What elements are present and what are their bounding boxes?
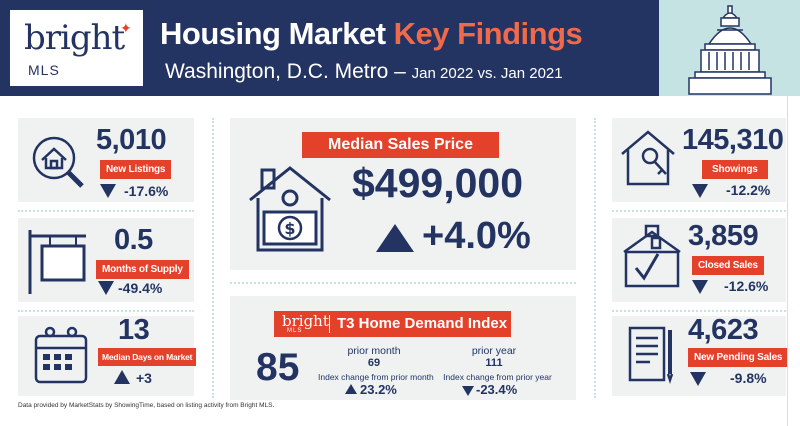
calendar-icon — [34, 326, 88, 384]
down-arrow-icon — [100, 184, 116, 198]
sign-post-icon — [28, 230, 86, 294]
showings-value: 145,310 — [682, 124, 784, 156]
divider — [612, 310, 786, 312]
down-arrow-icon — [692, 280, 708, 294]
days-on-market-change: +3 — [136, 370, 152, 386]
closed-sales-value: 3,859 — [688, 220, 759, 252]
t3-prior-year-change: -23.4% — [476, 382, 518, 397]
median-price-value: $499,000 — [352, 160, 524, 206]
t3-prior-year-value: 111 — [485, 357, 503, 369]
page-edge — [787, 96, 800, 426]
closed-sales-change: -12.6% — [724, 278, 769, 294]
house-money-icon: $ — [249, 166, 331, 252]
title-accent: Key Findings — [393, 16, 583, 51]
house-magnifier-icon — [32, 136, 84, 188]
down-arrow-icon — [98, 281, 114, 295]
stat-panel-closed-sales: 3,859 Closed Sales -12.6% — [612, 218, 786, 302]
t3-separator — [329, 315, 330, 333]
t3-title-badge: bright MLS T3 Home Demand Index — [274, 311, 511, 337]
divider — [230, 282, 576, 284]
new-listings-label: New Listings — [100, 160, 172, 179]
logo-word: bright — [24, 18, 125, 58]
stat-panel-days-on-market: 13 Median Days on Market +3 — [18, 314, 197, 396]
days-on-market-value: 13 — [118, 314, 150, 346]
subtitle-region: Washington, D.C. Metro – — [165, 60, 412, 83]
divider — [594, 118, 596, 398]
pending-sales-label: New Pending Sales — [688, 348, 789, 367]
t3-prior-month-label: prior month — [347, 345, 401, 357]
house-check-icon — [623, 224, 681, 288]
t3-prior-year-label: prior year — [471, 345, 517, 357]
title-main: Housing Market — [160, 16, 394, 51]
bright-mls-logo: bright ✦ MLS — [10, 10, 143, 86]
divider — [212, 118, 214, 398]
median-price-change: +4.0% — [422, 215, 531, 257]
svg-text:$: $ — [284, 219, 295, 238]
months-supply-label: Months of Supply — [96, 260, 189, 279]
t3-prior-month-change-label: Index change from prior month — [318, 372, 434, 382]
page-subtitle: Washington, D.C. Metro – Jan 2022 vs. Ja… — [165, 60, 563, 84]
t3-brand-sub: MLS — [287, 328, 303, 334]
months-supply-change: -49.4% — [118, 280, 163, 296]
new-listings-value: 5,010 — [96, 124, 167, 156]
t3-prior-year-change-label: Index change from prior year — [443, 372, 552, 382]
subtitle-date: Jan 2022 vs. Jan 2021 — [411, 65, 563, 82]
t3-index-value: 85 — [256, 346, 300, 389]
t3-prior-month-change: 23.2% — [360, 382, 397, 397]
t3-title: T3 Home Demand Index — [337, 315, 508, 332]
t3-prior-month-value: 69 — [367, 357, 381, 369]
divider — [18, 210, 194, 212]
house-key-icon — [621, 130, 675, 186]
capitol-panel — [659, 0, 800, 96]
stat-panel-showings: 145,310 Showings -12.2% — [612, 118, 786, 202]
closed-sales-label: Closed Sales — [692, 256, 764, 275]
stat-panel-months-supply: 0.5 Months of Supply -49.4% — [18, 218, 194, 302]
pending-sales-value: 4,623 — [688, 314, 759, 346]
showings-label: Showings — [702, 160, 768, 179]
divider — [18, 310, 194, 312]
down-arrow-icon — [462, 386, 474, 396]
footnote: Data provided by MarketStats by ShowingT… — [18, 402, 275, 409]
up-arrow-icon — [114, 370, 130, 384]
showings-change: -12.2% — [726, 182, 771, 198]
document-pen-icon — [628, 326, 674, 384]
page-title: Housing Market Key Findings — [160, 16, 583, 52]
t3-brand-word: bright — [282, 312, 329, 330]
median-price-label: Median Sales Price — [302, 132, 499, 158]
header-banner: bright ✦ MLS Housing Market Key Findings… — [0, 0, 800, 96]
new-listings-change: -17.6% — [124, 183, 169, 199]
capitol-icon — [688, 5, 772, 95]
up-arrow-icon — [345, 384, 357, 394]
down-arrow-icon — [692, 184, 708, 198]
stat-panel-pending-sales: 4,623 New Pending Sales -9.8% — [612, 314, 789, 396]
up-arrow-icon — [376, 224, 414, 252]
logo-sub: MLS — [28, 62, 60, 78]
days-on-market-label: Median Days on Market — [98, 348, 197, 366]
divider — [612, 210, 786, 212]
down-arrow-icon — [690, 372, 706, 386]
stat-panel-new-listings: 5,010 New Listings -17.6% — [18, 118, 194, 202]
months-supply-value: 0.5 — [114, 224, 153, 256]
pending-sales-change: -9.8% — [730, 370, 767, 386]
logo-star-icon: ✦ — [120, 20, 132, 36]
